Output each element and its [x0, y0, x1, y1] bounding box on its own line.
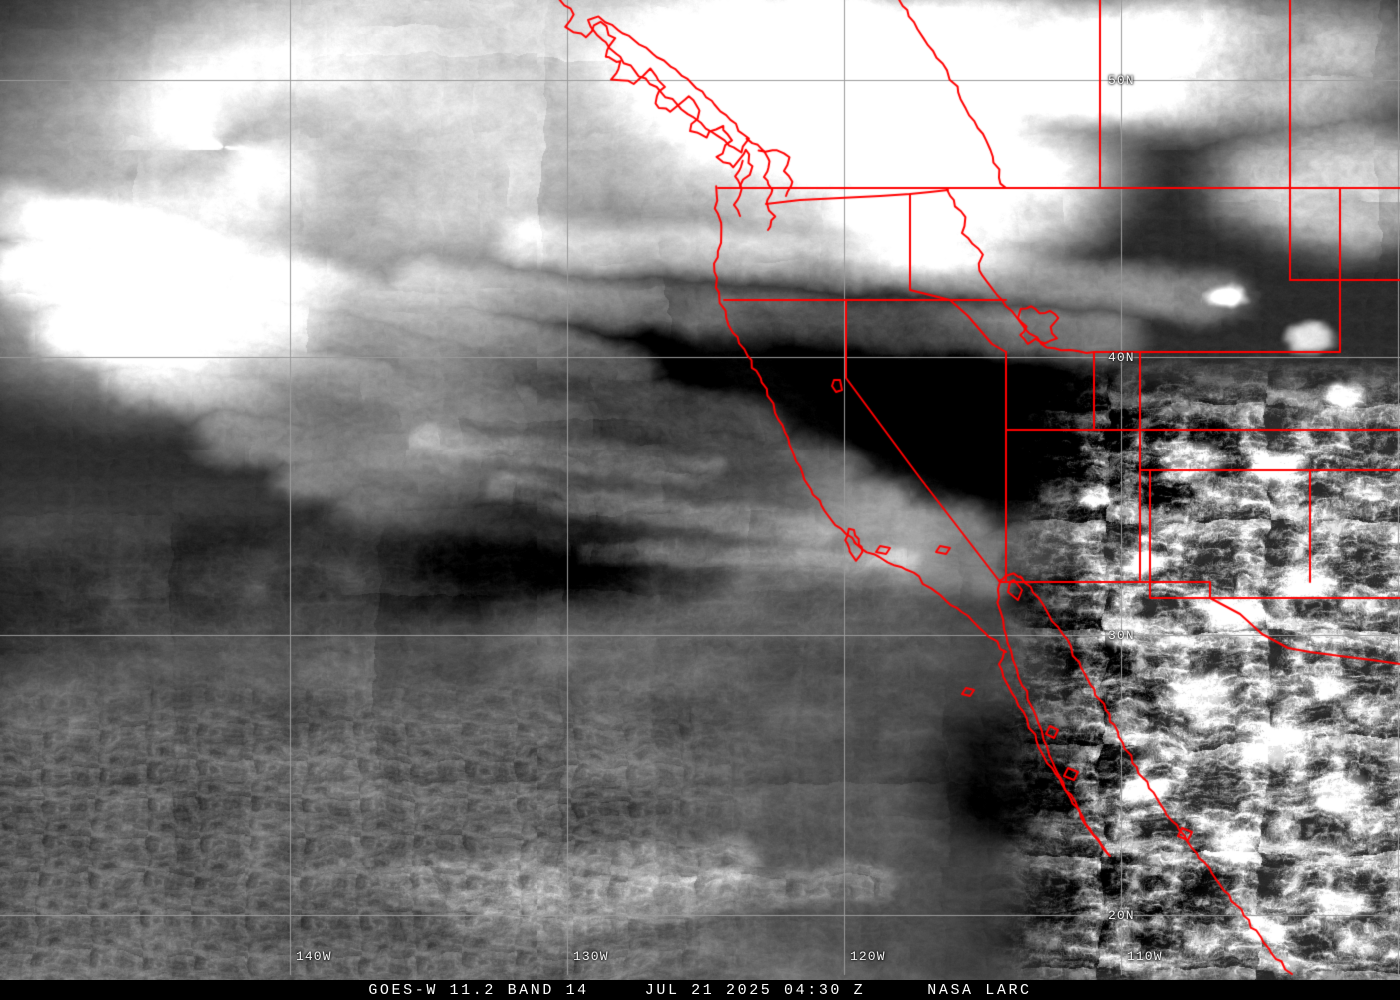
caption-band-number: 14 — [565, 981, 589, 999]
caption-date: JUL 21 2025 — [644, 981, 773, 999]
image-caption-text: GOES-W 11.2 BAND 14 JUL 21 2025 04:30 Z NA… — [368, 983, 1031, 998]
caption-channel: 11.2 — [449, 981, 496, 999]
caption-source: NASA LARC — [927, 981, 1032, 999]
caption-satellite: GOES-W — [368, 981, 438, 999]
image-caption-bar: GOES-W 11.2 BAND 14 JUL 21 2025 04:30 Z NA… — [0, 980, 1400, 1000]
caption-band-label: BAND — [507, 981, 554, 999]
caption-timezone: Z — [853, 981, 866, 999]
caption-time: 04:30 — [784, 981, 843, 999]
